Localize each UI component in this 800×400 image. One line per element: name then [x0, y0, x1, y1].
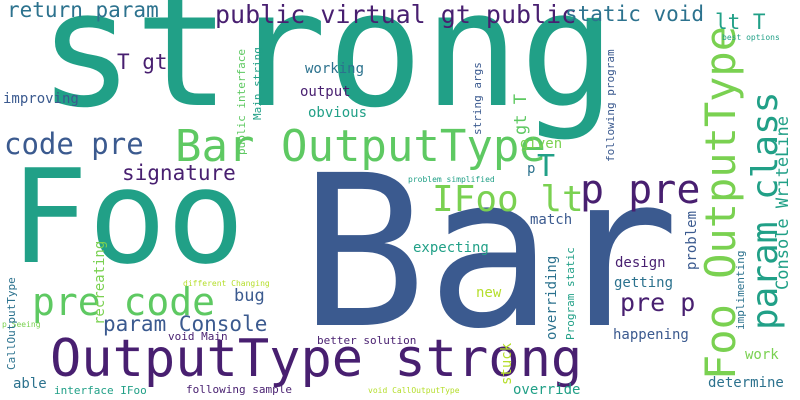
- word: p pre: [580, 167, 701, 213]
- word: following sample: [186, 383, 292, 396]
- word: Bar: [300, 130, 680, 375]
- word: Bar OutputType: [175, 121, 546, 172]
- word: best options: [722, 33, 780, 42]
- word: CallOutputType: [5, 277, 18, 370]
- word: public interface: [235, 49, 248, 155]
- word: work: [745, 347, 779, 363]
- word: pre code: [32, 280, 216, 324]
- word: void Main: [168, 330, 228, 343]
- word: param Console: [103, 312, 268, 336]
- word: pre p: [620, 288, 696, 317]
- word: interface IFoo: [54, 384, 147, 397]
- word: happening: [613, 327, 689, 343]
- word: static void: [565, 2, 705, 26]
- word: obvious: [308, 105, 368, 121]
- word: following program: [604, 49, 617, 162]
- word: string args: [471, 62, 484, 135]
- word: design: [615, 255, 666, 271]
- word: T gt: [117, 50, 168, 74]
- word: Foo: [10, 141, 245, 293]
- word: working: [305, 61, 365, 77]
- word: Console WriteLine: [773, 116, 793, 290]
- word: different Changing: [183, 279, 270, 288]
- word: signature: [122, 161, 236, 185]
- word: improving: [3, 91, 79, 107]
- word: strong: [38, 0, 616, 143]
- word: stuck: [499, 342, 515, 385]
- word: better solution: [317, 334, 417, 347]
- word: code pre: [4, 127, 144, 161]
- word: match: [530, 212, 573, 228]
- word: p: [527, 161, 536, 177]
- word: Program static: [564, 247, 577, 340]
- word: public virtual gt public: [215, 0, 577, 29]
- word: new: [476, 285, 502, 301]
- word: determine: [708, 375, 784, 391]
- word: given: [520, 136, 563, 152]
- word: output: [300, 84, 351, 100]
- word: getting: [614, 275, 674, 291]
- word: IFoo lt: [432, 179, 584, 220]
- word: void CallOutputType: [368, 386, 460, 395]
- word: problem simplified: [408, 175, 495, 184]
- word: T: [537, 149, 556, 184]
- word: lt T: [715, 10, 766, 34]
- word: problem: [684, 210, 700, 270]
- word: gt T: [511, 94, 531, 135]
- word: return param: [7, 0, 159, 22]
- word: implimenting: [734, 250, 747, 330]
- word: Main string: [251, 47, 264, 120]
- word: able: [13, 376, 47, 392]
- word: OutputType strong: [50, 329, 583, 389]
- word: recreating: [92, 240, 108, 325]
- word: expecting: [413, 240, 489, 256]
- word: override: [513, 382, 581, 398]
- word: bug: [234, 286, 265, 306]
- word: overriding: [544, 255, 560, 340]
- word: p Seeing: [2, 320, 41, 329]
